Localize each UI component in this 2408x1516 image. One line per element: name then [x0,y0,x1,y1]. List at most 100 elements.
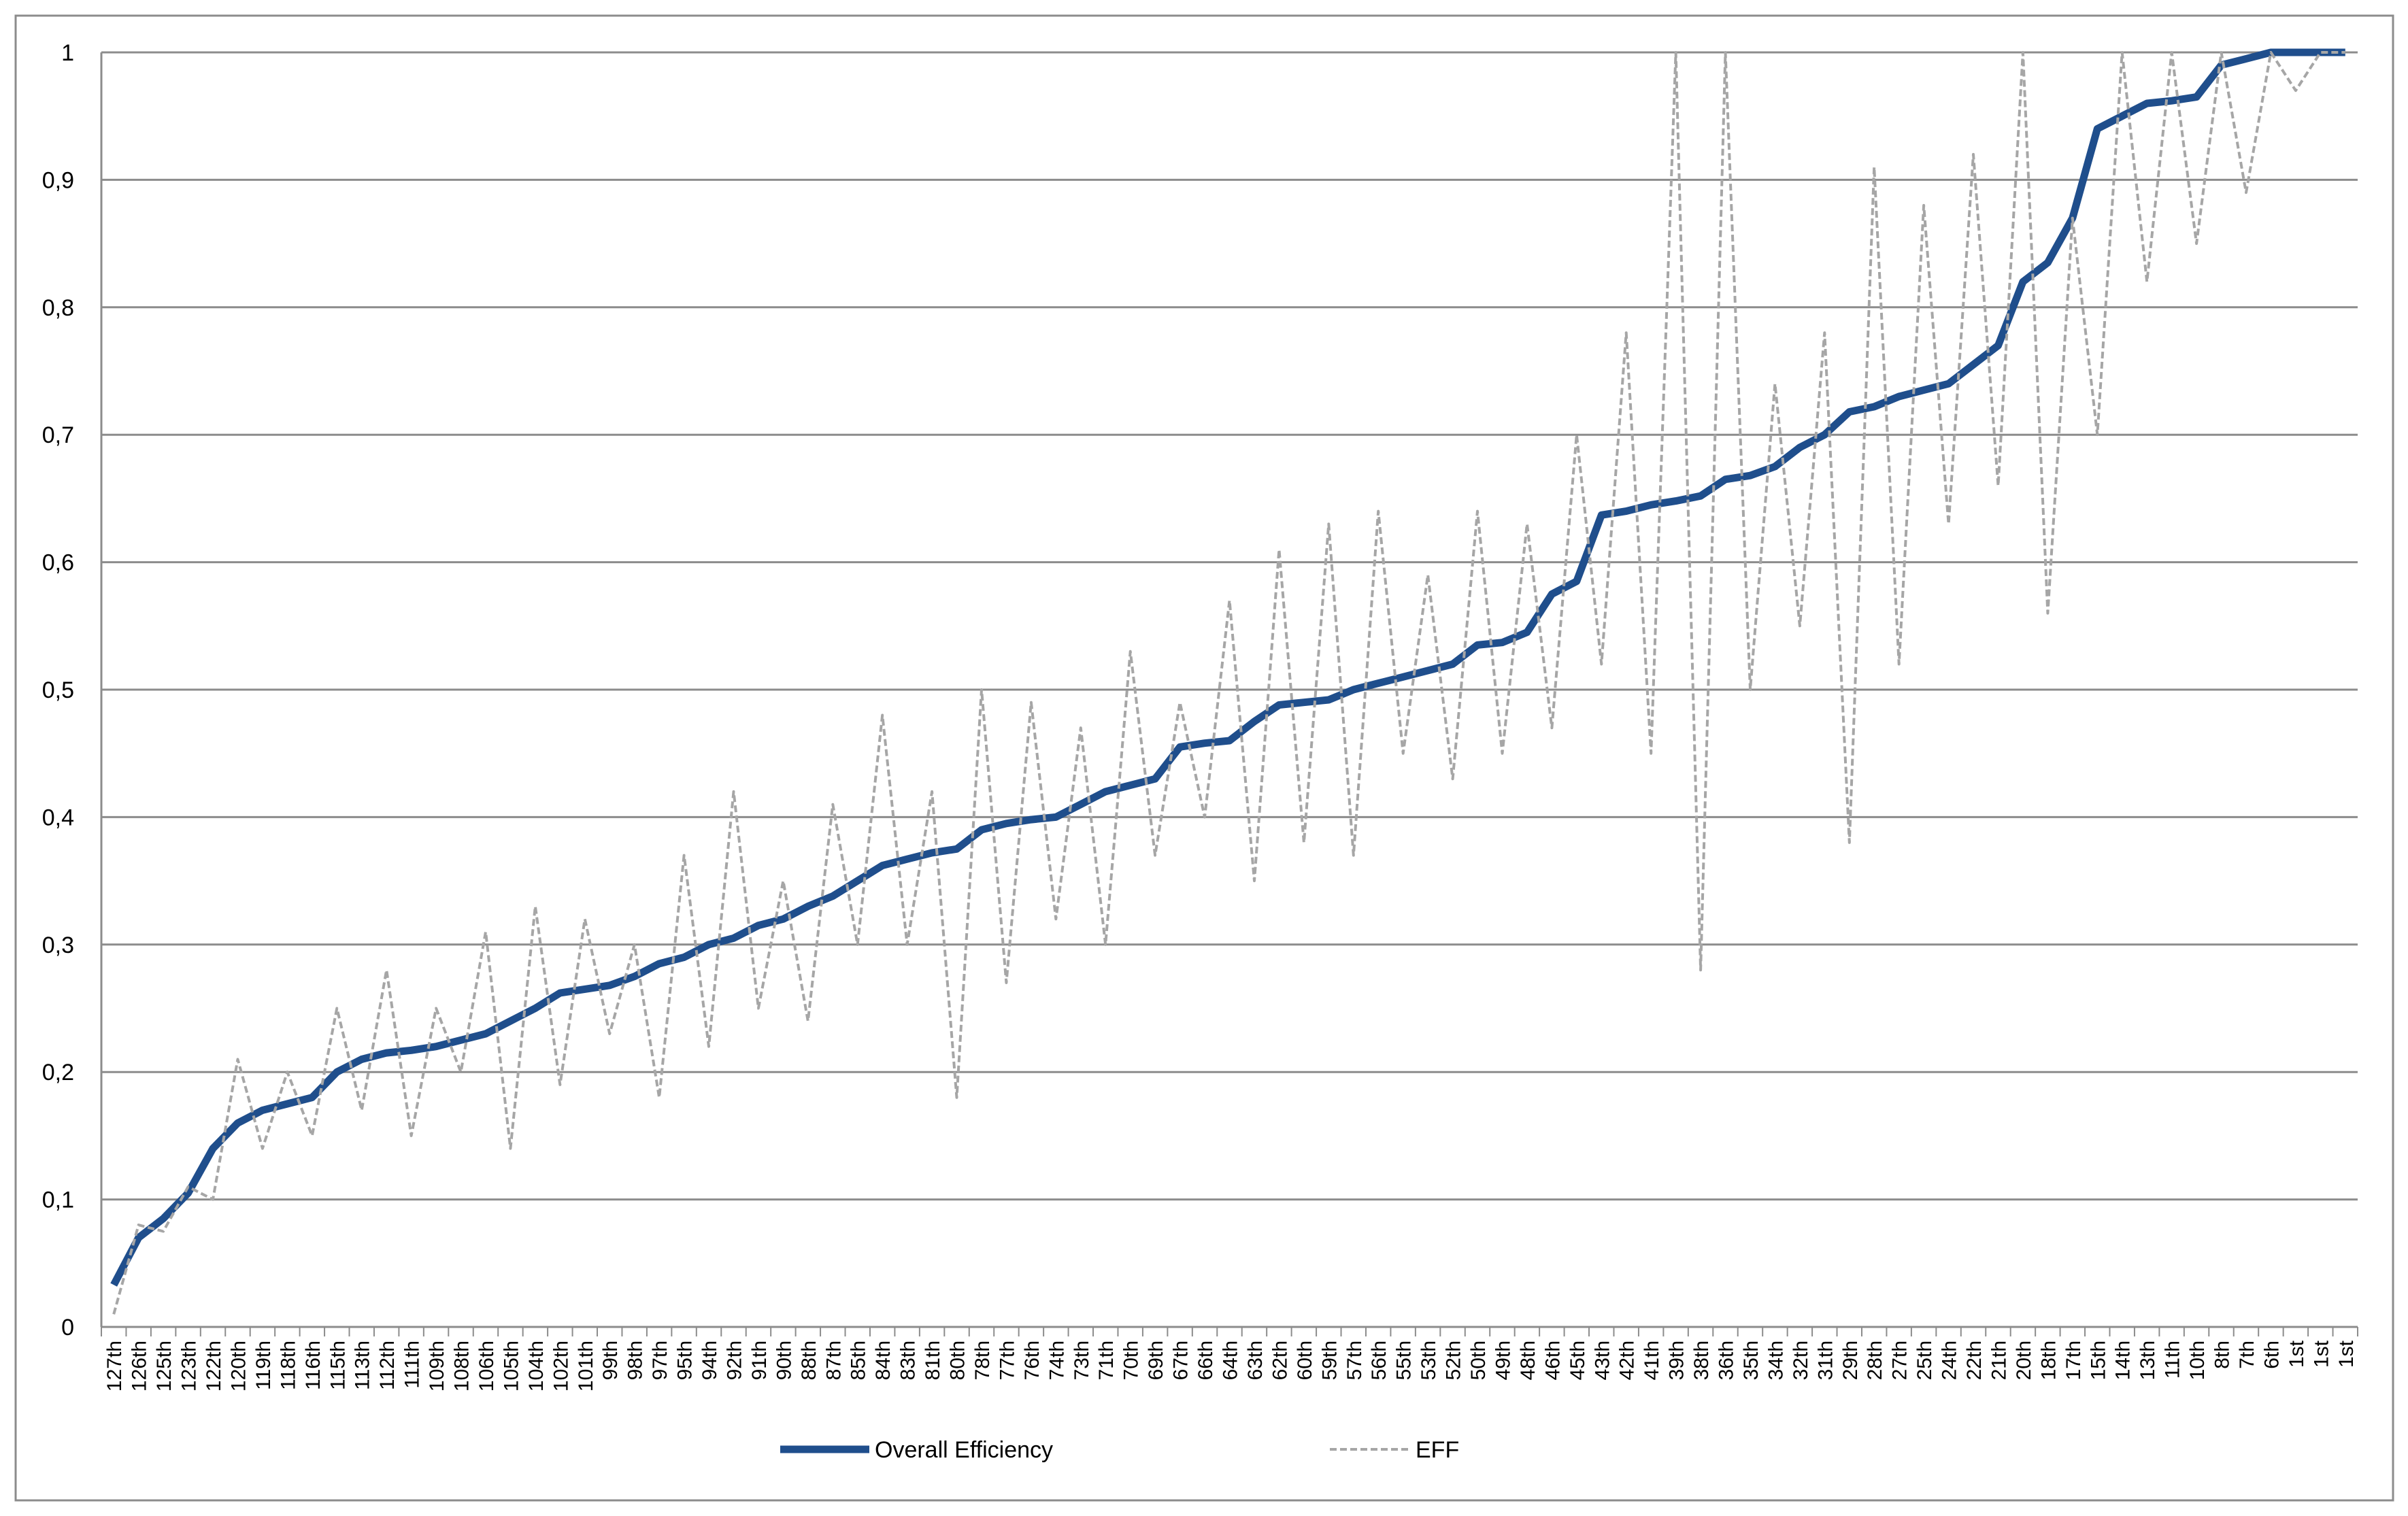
x-tick-label: 8th [2211,1341,2234,1369]
x-tick-label: 42th [1616,1341,1639,1380]
x-tick-label: 84th [872,1341,894,1380]
x-tick-label: 41th [1641,1341,1663,1380]
x-tick-label: 76th [1021,1341,1043,1380]
x-tick-label: 109th [426,1341,448,1392]
x-tick-label: 113th [352,1341,374,1390]
x-tick-label: 1st [2335,1340,2358,1368]
x-tick-label: 122th [203,1341,225,1392]
x-tick-label: 83th [897,1341,920,1380]
y-tick-label: 0,8 [42,295,74,321]
x-tick-label: 7th [2236,1341,2258,1369]
series-line [110,48,2345,1287]
x-tick-label: 73th [1071,1341,1093,1380]
x-tick-label: 49th [1492,1341,1514,1380]
x-tick-label: 74th [1046,1341,1068,1380]
x-tick-label: 24th [1939,1341,1961,1380]
x-tick-label: 64th [1220,1341,1242,1380]
x-tick-label: 6th [2260,1341,2283,1369]
x-tick-label: 127th [103,1341,126,1392]
x-tick-label: 67th [1170,1341,1192,1380]
legend-label: EFF [1416,1437,1459,1463]
x-tick-label: 38th [1690,1341,1713,1380]
x-tick-label: 71th [1095,1341,1118,1380]
x-tick-label: 106th [475,1341,498,1392]
x-tick-label: 123th [178,1341,201,1392]
x-tick-label: 95th [674,1341,697,1380]
x-tick-label: 125th [153,1341,175,1392]
x-tick-label: 46th [1541,1341,1564,1380]
y-tick-label: 0,3 [42,932,74,958]
x-tick-label: 35th [1740,1341,1762,1380]
x-tick-label: 39th [1666,1341,1688,1380]
legend-label: Overall Efficiency [875,1437,1053,1463]
y-tick-label: 0,4 [42,805,74,830]
x-tick-label: 99th [599,1341,622,1380]
x-tick-label: 62th [1269,1341,1291,1380]
x-tick-label: 17th [2062,1341,2085,1380]
x-tick-label: 66th [1194,1341,1217,1380]
y-tick-label: 1 [61,40,74,66]
x-tick-label: 101th [575,1341,597,1392]
x-tick-label: 105th [500,1341,522,1392]
x-tick-label: 10th [2186,1341,2209,1380]
x-tick-label: 63th [1244,1341,1267,1380]
series-line [112,51,2345,1315]
x-tick-label: 112th [376,1341,399,1390]
x-tick-label: 32th [1790,1341,1812,1380]
x-tick-label: 21th [1988,1341,2010,1380]
x-tick-label: 87th [822,1341,845,1380]
x-tick-label: 77th [996,1341,1018,1380]
y-tick-label: 0,9 [42,167,74,193]
x-tick-label: 55th [1393,1341,1416,1380]
y-tick-label: 0,7 [42,422,74,448]
x-tick-label: 111th [401,1341,424,1389]
x-tick-label: 11th [2162,1341,2184,1379]
x-tick-label: 31th [1814,1341,1837,1380]
x-tick-label: 1st [2286,1340,2308,1368]
x-tick-label: 98th [624,1341,647,1380]
y-tick-label: 0,6 [42,550,74,576]
x-tick-label: 48th [1517,1341,1539,1380]
x-tick-label: 53th [1418,1341,1440,1380]
x-tick-label: 14th [2112,1341,2135,1380]
y-tick-label: 0,5 [42,677,74,703]
chart-border [14,14,2394,1502]
x-tick-label: 80th [947,1341,969,1380]
x-tick-label: 50th [1467,1341,1490,1380]
x-tick-label: 57th [1343,1341,1366,1380]
y-tick-label: 0,1 [42,1187,74,1213]
x-tick-label: 78th [971,1341,994,1380]
x-tick-label: 85th [848,1341,870,1380]
x-tick-label: 90th [773,1341,795,1380]
x-tick-label: 29th [1839,1341,1862,1380]
x-tick-label: 88th [798,1341,820,1380]
x-tick-label: 118th [277,1341,299,1390]
x-tick-label: 104th [525,1341,548,1392]
x-tick-label: 13th [2137,1341,2159,1380]
x-tick-label: 27th [1889,1341,1911,1380]
x-tick-label: 91th [748,1341,771,1380]
x-tick-label: 52th [1443,1341,1465,1380]
x-tick-label: 69th [1145,1341,1167,1380]
x-tick-label: 102th [550,1341,572,1392]
x-tick-label: 126th [129,1341,151,1392]
x-tick-label: 1st [2310,1340,2332,1368]
x-tick-label: 56th [1368,1341,1390,1380]
x-tick-label: 70th [1120,1341,1143,1380]
x-tick-label: 43th [1591,1341,1613,1380]
x-tick-label: 97th [649,1341,671,1380]
x-tick-label: 120th [227,1341,250,1392]
x-tick-label: 18th [2037,1341,2060,1380]
x-tick-label: 20th [2013,1341,2035,1380]
x-tick-label: 94th [699,1341,721,1380]
y-tick-label: 0,2 [42,1060,74,1085]
x-tick-label: 116th [302,1341,324,1390]
y-tick-label: 0 [61,1315,74,1341]
x-tick-label: 92th [723,1341,746,1380]
x-tick-label: 119th [252,1341,275,1390]
x-tick-label: 81th [922,1341,944,1380]
x-tick-label: 34th [1765,1341,1787,1380]
x-tick-label: 60th [1294,1341,1316,1380]
x-tick-label: 108th [451,1341,473,1392]
